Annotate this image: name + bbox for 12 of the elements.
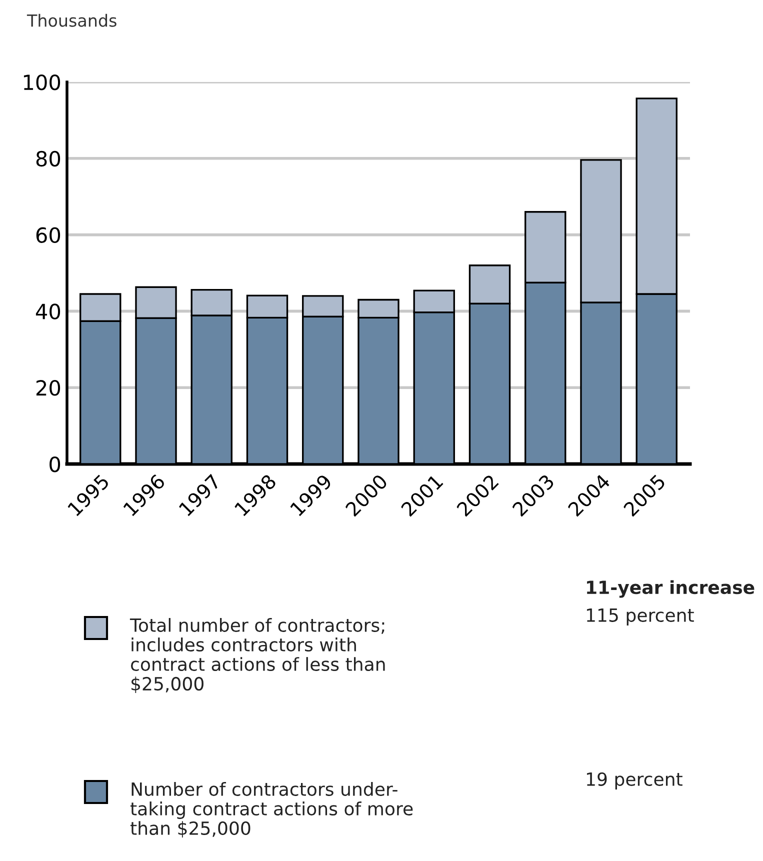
y-tick-label: 100 [24,74,60,90]
legend-label: Number of contractors under- taking contract actions of more than $25,000 [130,782,413,838]
y-tick-label: 40 [36,304,60,320]
text: 115 percent [586,608,694,626]
legend-label: Total number of contractors; includes contractors with contract actions of less than $25,000 [130,618,385,693]
y-tick-label: 0 [50,456,60,472]
y-tick-label: 60 [36,227,60,244]
text: 19 percent [586,772,682,790]
y-axis-title: Thousands [26,14,116,27]
y-tick-label: 80 [36,150,60,167]
text: 11-year increase [587,580,754,598]
y-tick-label: 20 [36,380,60,396]
